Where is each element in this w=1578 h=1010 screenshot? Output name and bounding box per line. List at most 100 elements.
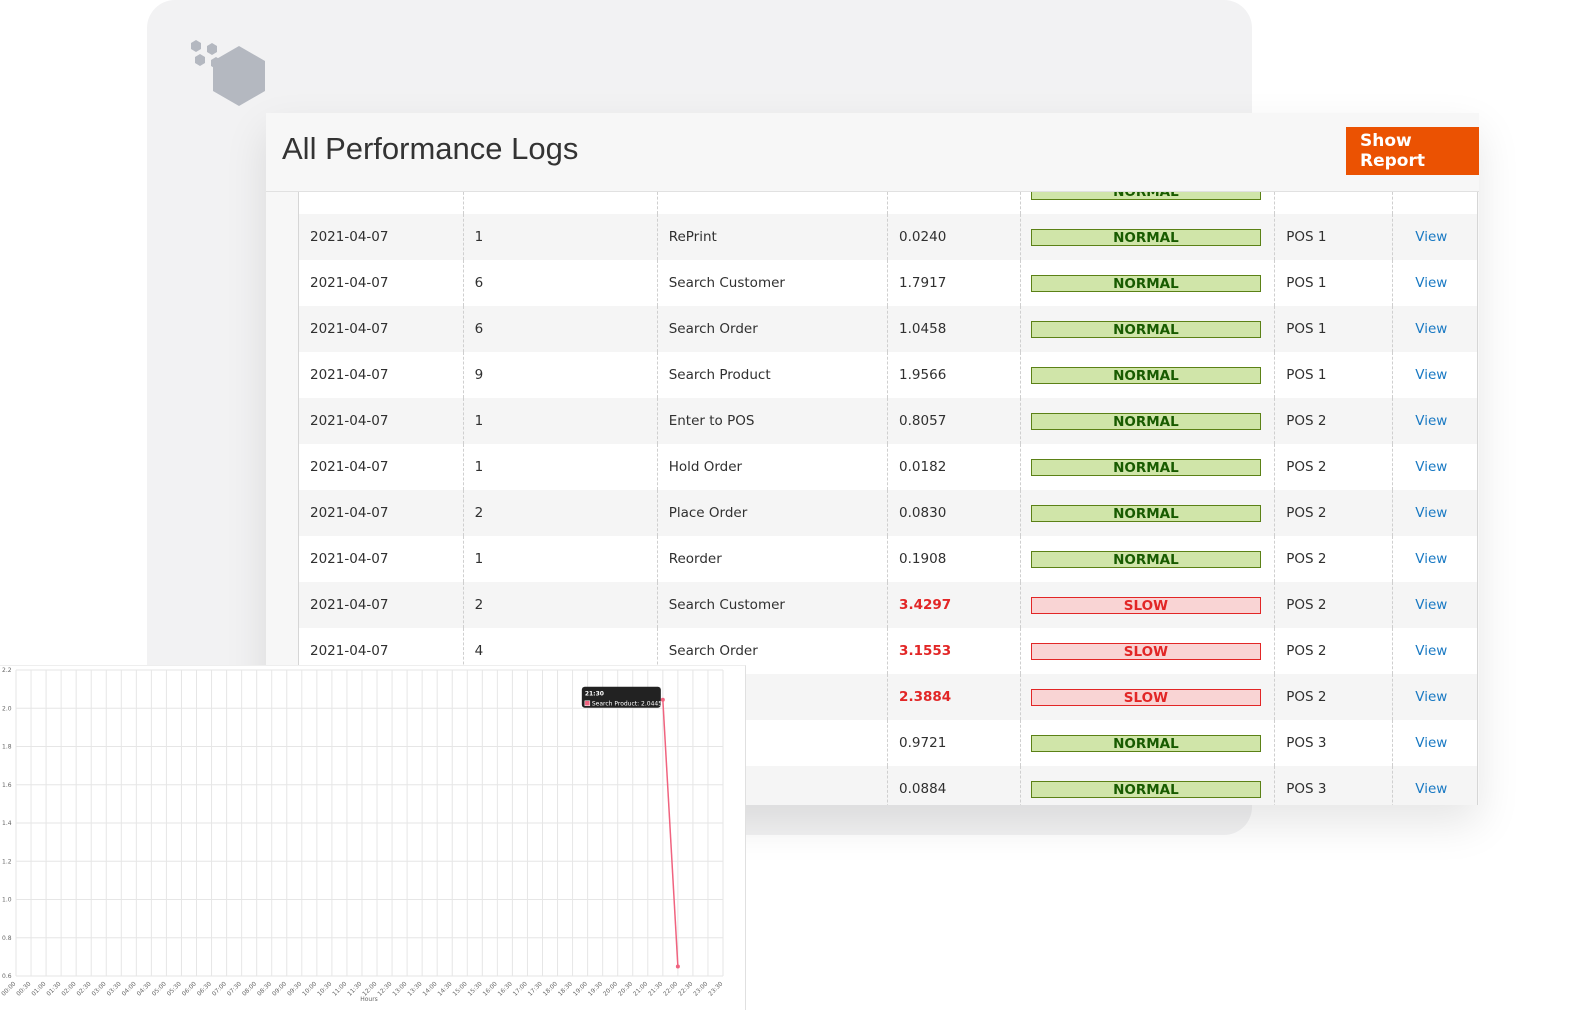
log-time: 1.9566 — [887, 352, 1021, 398]
view-link[interactable]: View — [1415, 735, 1448, 751]
table-row: 2021-04-07 2 Place Order 0.0830 NORMAL POS 2 V… — [299, 490, 1477, 536]
view-link[interactable]: View — [1415, 413, 1448, 429]
log-time-text: 0.0240 — [899, 229, 947, 245]
log-time: 0.0240 — [887, 214, 1021, 260]
status-cell: NORMAL — [1019, 192, 1275, 214]
chart-panel: 0.6 0.8 1.0 1.2 1.4 1.6 1.8 2.0 2.2 00:00 00:30 01:… — [0, 665, 746, 1010]
x-tick-label: 23:30 — [707, 980, 724, 997]
y-tick-label: 1.8 — [2, 744, 12, 751]
log-pos-text: POS 3 — [1286, 735, 1327, 751]
x-tick-label: 22:00 — [662, 980, 679, 997]
log-time-text: 1.0458 — [899, 321, 947, 337]
log-pos: POS 2 — [1274, 490, 1393, 536]
y-tick-label: 2.0 — [2, 705, 12, 712]
status-cell: NORMAL — [1019, 352, 1275, 398]
log-date-text: 2021-04-07 — [310, 551, 389, 567]
log-pos: POS 1 — [1274, 306, 1393, 352]
log-pos-text: POS 1 — [1286, 229, 1327, 245]
log-action-text: Search Order — [668, 643, 758, 659]
view-cell: View — [1392, 260, 1477, 306]
status-cell: SLOW — [1019, 674, 1275, 720]
view-link[interactable]: View — [1415, 275, 1448, 291]
log-pos-text: POS 2 — [1286, 643, 1327, 659]
y-tick-label: 1.2 — [2, 858, 12, 865]
view-cell — [1392, 192, 1477, 214]
tooltip-swatch — [584, 700, 591, 706]
log-action: Search Customer — [656, 260, 888, 306]
x-tick-label: 07:00 — [211, 980, 228, 997]
view-link[interactable]: View — [1415, 505, 1448, 521]
view-link[interactable]: View — [1415, 597, 1448, 613]
logs-table-container: NORMAL 2021-04-07 1 RePrint 0.0240 NORMAL POS … — [298, 192, 1478, 805]
table-row: 2021-04-07 1 Enter to POS 0.8057 NORMAL POS 2… — [299, 398, 1477, 444]
status-cell: NORMAL — [1019, 766, 1275, 805]
log-pos-text: POS 2 — [1286, 413, 1327, 429]
status-cell: NORMAL — [1019, 536, 1275, 582]
log-time-text: 0.0884 — [899, 781, 947, 797]
log-count: 6 — [462, 306, 658, 352]
log-time-text: 2.3884 — [899, 689, 952, 705]
log-count: 2 — [462, 490, 658, 536]
log-pos: POS 2 — [1274, 444, 1393, 490]
log-action-text: Search Order — [668, 321, 758, 337]
log-action: Reorder — [656, 536, 888, 582]
view-link[interactable]: View — [1415, 781, 1448, 797]
log-action: Search Order — [656, 628, 888, 674]
data-point — [675, 964, 680, 969]
app-logo-icon — [191, 40, 265, 106]
x-tick-label: 08:30 — [256, 980, 273, 997]
log-date-text: 2021-04-07 — [310, 229, 389, 245]
log-pos: POS 1 — [1274, 214, 1393, 260]
log-pos-text: POS 1 — [1286, 275, 1327, 291]
log-count: 6 — [462, 260, 658, 306]
table-row: 2021-04-07 2 Search Customer 3.4297 SLOW POS … — [299, 582, 1477, 628]
view-link[interactable]: View — [1415, 551, 1448, 567]
view-link[interactable]: View — [1415, 689, 1448, 705]
show-report-button[interactable]: Show Report — [1346, 127, 1479, 175]
log-date-text: 2021-04-07 — [310, 275, 389, 291]
view-link[interactable]: View — [1415, 643, 1448, 659]
view-link[interactable]: View — [1415, 367, 1448, 383]
x-tick-label: 10:00 — [301, 980, 318, 997]
table-row: 2021-04-07 6 Search Customer 1.7917 NORMAL PO… — [299, 260, 1477, 306]
view-link[interactable]: View — [1415, 459, 1448, 475]
x-tick-label: 02:30 — [75, 980, 92, 997]
log-count-text: 2 — [474, 505, 484, 521]
x-tick-label: 11:00 — [331, 980, 348, 997]
status-badge: NORMAL — [1030, 366, 1261, 384]
view-link[interactable]: View — [1415, 229, 1448, 245]
view-link[interactable]: View — [1415, 321, 1448, 337]
x-tick-label: 03:30 — [106, 980, 123, 997]
log-time: 0.8057 — [887, 398, 1021, 444]
status-badge: NORMAL — [1030, 320, 1261, 338]
view-cell: View — [1392, 766, 1477, 805]
log-action: Hold Order — [656, 444, 888, 490]
view-cell: View — [1392, 352, 1477, 398]
view-cell: View — [1392, 306, 1477, 352]
x-tick-label: 21:30 — [647, 980, 664, 997]
x-tick-label: 05:00 — [151, 980, 168, 997]
log-time: 0.0884 — [887, 766, 1021, 805]
status-cell: NORMAL — [1019, 306, 1275, 352]
status-badge: SLOW — [1030, 596, 1261, 614]
log-time-text: 1.9566 — [899, 367, 947, 383]
x-tick-label: 09:30 — [286, 980, 303, 997]
x-tick-label: 18:00 — [542, 980, 559, 997]
x-tick-label: 15:00 — [452, 980, 469, 997]
log-date: 2021-04-07 — [299, 306, 464, 352]
x-tick-label: 23:00 — [692, 980, 709, 997]
log-time: 0.0830 — [887, 490, 1021, 536]
log-pos: POS 1 — [1274, 352, 1393, 398]
x-axis-title: Hours — [360, 996, 378, 1003]
data-point — [660, 697, 665, 702]
log-date-text: 2021-04-07 — [310, 367, 389, 383]
log-pos-text: POS 2 — [1286, 551, 1327, 567]
y-tick-label: 2.2 — [2, 667, 12, 674]
log-action: Place Order — [656, 490, 888, 536]
log-pos-text: POS 1 — [1286, 367, 1327, 383]
log-pos: POS 2 — [1274, 536, 1393, 582]
log-action-text: Search Customer — [668, 275, 785, 291]
x-tick-label: 13:30 — [406, 980, 423, 997]
log-count: 2 — [462, 582, 658, 628]
log-count: 1 — [462, 398, 658, 444]
